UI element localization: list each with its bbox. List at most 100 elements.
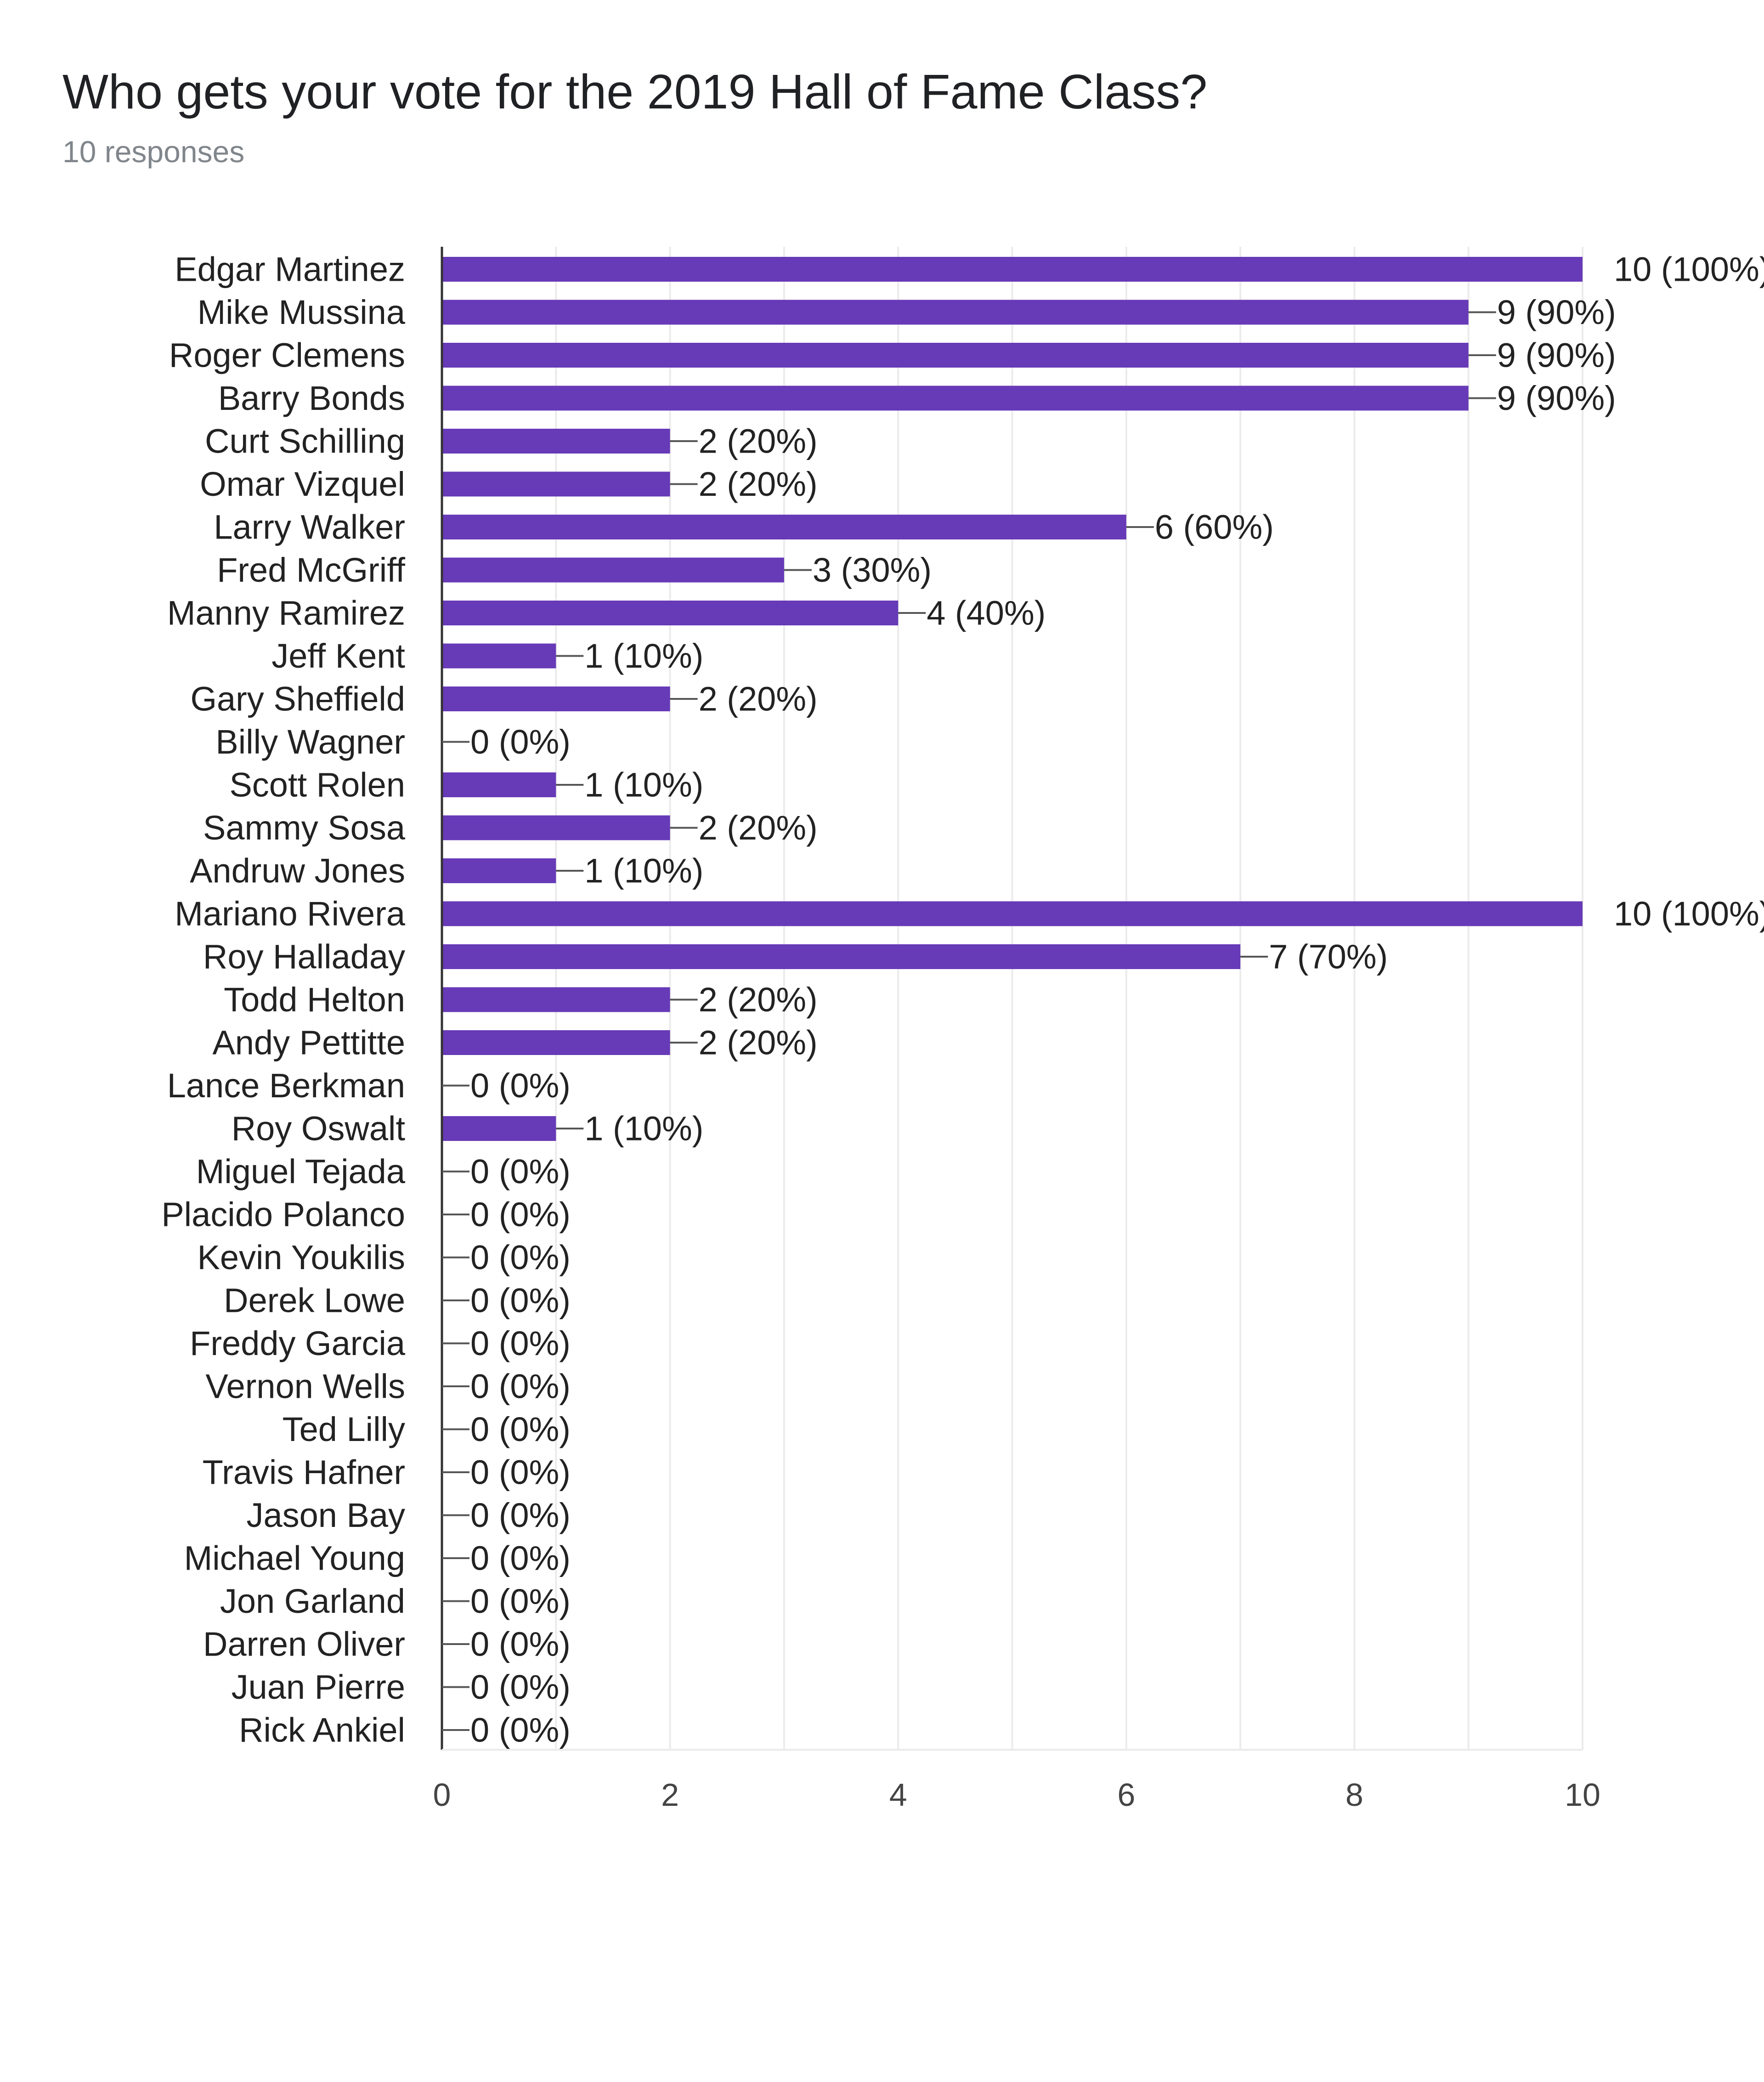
bar (442, 987, 670, 1012)
value-label: 0 (0%) (470, 1711, 571, 1749)
value-label: 10 (100%) (1614, 250, 1764, 289)
bar (442, 901, 1583, 926)
category-label: Roy Oswalt (232, 1110, 406, 1148)
bar (442, 471, 670, 497)
value-label: 0 (0%) (470, 1410, 571, 1448)
bar (442, 557, 784, 583)
value-label: 0 (0%) (470, 1539, 571, 1577)
category-label: Derek Lowe (224, 1282, 405, 1320)
bar (442, 858, 556, 883)
grid-lines (555, 247, 1583, 1750)
bar (442, 772, 556, 797)
x-tick-label: 2 (661, 1777, 679, 1813)
value-label: 0 (0%) (470, 1496, 571, 1534)
value-label: 7 (70%) (1269, 938, 1388, 976)
value-label: 0 (0%) (470, 1238, 571, 1276)
value-label: 1 (10%) (584, 637, 703, 675)
bar (442, 257, 1583, 282)
bar (442, 1116, 556, 1141)
category-label: Scott Rolen (229, 766, 405, 804)
value-label: 0 (0%) (470, 1324, 571, 1362)
chart-title: Who gets your vote for the 2019 Hall of … (62, 65, 1208, 119)
value-label: 0 (0%) (470, 1453, 571, 1492)
value-label: 2 (20%) (699, 981, 818, 1019)
bar (442, 686, 670, 711)
category-label: Fred McGriff (217, 551, 405, 589)
category-label: Sammy Sosa (203, 809, 406, 847)
bar (442, 386, 1469, 411)
value-label: 1 (10%) (584, 852, 703, 890)
category-label: Jason Bay (246, 1496, 405, 1534)
category-label: Vernon Wells (205, 1367, 405, 1406)
x-tick-label: 4 (889, 1777, 907, 1813)
value-label: 0 (0%) (470, 1196, 571, 1234)
category-label: Andy Pettitte (212, 1024, 405, 1062)
value-label: 9 (90%) (1497, 379, 1616, 417)
bar (442, 601, 899, 625)
category-label: Rick Ankiel (239, 1711, 405, 1749)
bar (442, 815, 670, 840)
value-label: 0 (0%) (470, 1625, 571, 1663)
category-label: Todd Helton (224, 981, 405, 1019)
value-label: 1 (10%) (584, 766, 703, 804)
bar (442, 429, 670, 454)
value-label: 0 (0%) (470, 1668, 571, 1706)
category-label: Jon Garland (220, 1582, 405, 1620)
value-label: 0 (0%) (470, 1282, 571, 1320)
bar (442, 944, 1241, 969)
category-label: Mike Mussina (198, 293, 406, 331)
category-label: Lance Berkman (167, 1067, 405, 1105)
bars (442, 257, 1583, 1141)
value-label: 0 (0%) (470, 1582, 571, 1620)
category-label: Kevin Youkilis (197, 1238, 405, 1276)
category-label: Larry Walker (214, 508, 405, 546)
x-tick-label: 10 (1565, 1777, 1600, 1813)
category-label: Juan Pierre (232, 1668, 405, 1706)
category-label: Freddy Garcia (190, 1324, 406, 1362)
category-label: Roger Clemens (169, 336, 405, 374)
value-label: 2 (20%) (699, 1024, 818, 1062)
value-label: 0 (0%) (470, 1152, 571, 1191)
bar (442, 343, 1469, 368)
x-tick-label: 0 (433, 1777, 451, 1813)
value-label: 9 (90%) (1497, 293, 1616, 331)
x-tick-label: 6 (1117, 1777, 1135, 1813)
category-label: Roy Halladay (203, 938, 405, 976)
category-label: Travis Hafner (203, 1453, 405, 1492)
value-label: 0 (0%) (470, 1067, 571, 1105)
category-label: Curt Schilling (205, 422, 405, 460)
value-label: 3 (30%) (813, 551, 932, 589)
value-label: 2 (20%) (699, 680, 818, 718)
value-label: 9 (90%) (1497, 336, 1616, 374)
bar (442, 300, 1469, 325)
category-label: Manny Ramirez (167, 594, 405, 632)
value-label: 2 (20%) (699, 465, 818, 503)
value-label: 0 (0%) (470, 1367, 571, 1406)
labels: 0 2 4 6 8 10 Edgar Martinez 10 (100%) Mike Mussi… (161, 250, 1764, 1813)
category-label: Gary Sheffield (190, 680, 405, 718)
category-label: Omar Vizquel (200, 465, 405, 503)
bar (442, 515, 1126, 539)
value-label: 2 (20%) (699, 809, 818, 847)
axes (441, 247, 1583, 1751)
category-label: Billy Wagner (215, 723, 405, 761)
value-label: 10 (100%) (1614, 895, 1764, 933)
category-label: Edgar Martinez (175, 250, 405, 289)
category-label: Ted Lilly (283, 1410, 405, 1448)
value-label: 6 (60%) (1155, 508, 1274, 546)
response-count: 10 responses (62, 135, 245, 169)
category-label: Mariano Rivera (175, 895, 406, 933)
category-label: Andruw Jones (190, 852, 405, 890)
value-label: 1 (10%) (584, 1110, 703, 1148)
category-label: Jeff Kent (271, 637, 405, 675)
value-label: 0 (0%) (470, 723, 571, 761)
bar (442, 1030, 670, 1055)
category-label: Miguel Tejada (196, 1152, 406, 1191)
category-label: Darren Oliver (203, 1625, 405, 1663)
bar (442, 643, 556, 669)
value-label: 2 (20%) (699, 422, 818, 460)
x-tick-label: 8 (1346, 1777, 1363, 1813)
category-label: Barry Bonds (218, 379, 405, 417)
category-label: Michael Young (184, 1539, 405, 1577)
